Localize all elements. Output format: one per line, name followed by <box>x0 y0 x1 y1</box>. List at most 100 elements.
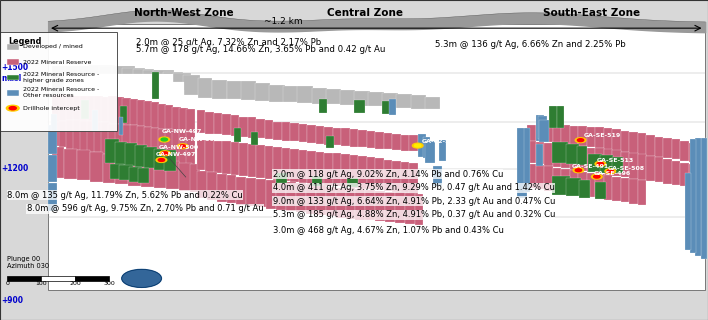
Bar <box>64 149 77 179</box>
Bar <box>122 98 131 125</box>
Circle shape <box>122 269 161 287</box>
Bar <box>283 86 299 102</box>
Bar <box>539 120 549 142</box>
Bar <box>59 121 67 147</box>
Bar <box>536 115 544 141</box>
Bar <box>186 109 195 132</box>
Bar <box>205 140 214 172</box>
Bar <box>536 165 544 189</box>
Text: 2022 Mineral Resource -
higher grade zones: 2022 Mineral Resource - higher grade zon… <box>23 72 99 83</box>
Bar <box>7 59 19 65</box>
Bar <box>595 182 606 199</box>
Bar <box>401 135 409 151</box>
Bar <box>561 125 570 144</box>
Bar <box>697 166 704 189</box>
Bar <box>423 137 430 158</box>
Bar <box>577 146 587 165</box>
Bar <box>415 194 423 225</box>
Bar <box>326 136 334 148</box>
Bar <box>604 149 612 175</box>
Bar <box>326 89 341 104</box>
Bar <box>544 143 553 166</box>
Bar <box>527 141 536 163</box>
Bar <box>239 117 248 137</box>
Text: 5.3m @ 185 g/t Ag, 4.88% Zn, 4.91% Pb, 0.37 g/t Au and 0.32% Cu: 5.3m @ 185 g/t Ag, 4.88% Zn, 4.91% Pb, 0… <box>273 210 555 219</box>
Bar <box>78 82 184 101</box>
Bar <box>561 169 570 193</box>
Text: 5.3m @ 136 g/t Ag, 6.66% Zn and 2.25% Pb: 5.3m @ 136 g/t Ag, 6.66% Zn and 2.25% Pb <box>435 40 626 49</box>
Bar <box>77 150 90 180</box>
Bar <box>73 120 81 150</box>
Bar <box>231 142 239 175</box>
Bar <box>552 176 570 195</box>
Bar <box>41 276 75 281</box>
Bar <box>570 146 578 170</box>
Bar <box>578 172 587 196</box>
FancyBboxPatch shape <box>0 32 117 131</box>
Bar <box>166 161 179 189</box>
Bar <box>319 99 327 113</box>
Bar <box>138 168 149 183</box>
Bar <box>326 187 336 216</box>
Bar <box>154 149 166 170</box>
Bar <box>384 160 392 191</box>
Bar <box>7 276 41 281</box>
Bar <box>90 152 103 182</box>
Bar <box>570 170 578 195</box>
Text: GA-NW-497: GA-NW-497 <box>156 152 196 157</box>
Bar <box>256 179 266 207</box>
Bar <box>689 143 697 162</box>
Bar <box>217 174 227 202</box>
Bar <box>273 147 282 180</box>
Bar <box>549 106 557 128</box>
Bar <box>621 152 629 177</box>
Bar <box>517 128 527 198</box>
Bar <box>48 183 57 211</box>
Bar <box>198 78 212 98</box>
Bar <box>172 107 181 130</box>
Bar <box>78 66 106 91</box>
Circle shape <box>575 138 586 142</box>
Bar <box>621 131 629 152</box>
Bar <box>241 81 256 100</box>
Bar <box>382 93 398 107</box>
Bar <box>621 178 629 202</box>
Bar <box>672 139 680 159</box>
Bar <box>663 138 672 158</box>
Bar <box>133 69 154 92</box>
Bar <box>52 66 88 96</box>
Bar <box>299 124 307 142</box>
Bar <box>579 180 590 198</box>
Circle shape <box>607 170 613 172</box>
Bar <box>282 122 290 141</box>
Bar <box>561 145 570 168</box>
Bar <box>368 92 384 106</box>
Bar <box>108 96 117 124</box>
Bar <box>256 119 265 138</box>
Circle shape <box>412 143 423 148</box>
Bar <box>600 155 613 173</box>
Bar <box>222 141 231 174</box>
Bar <box>553 125 561 143</box>
Bar <box>7 44 19 50</box>
Bar <box>212 80 227 99</box>
Text: 9.0m @ 133 g/t Ag, 6.64% Zn, 4.91% Pb, 2.33 g/t Au and 0.47% Cu: 9.0m @ 133 g/t Ag, 6.64% Zn, 4.91% Pb, 2… <box>273 197 555 206</box>
Circle shape <box>161 152 169 155</box>
Text: GA-SE-513: GA-SE-513 <box>597 158 634 163</box>
Bar <box>108 124 117 155</box>
Text: 5.7m @ 178 g/t Ag, 14.66% Zn, 3.65% Pb and 0.42 g/t Au: 5.7m @ 178 g/t Ag, 14.66% Zn, 3.65% Pb a… <box>136 45 385 54</box>
Bar <box>333 128 341 145</box>
Bar <box>663 159 672 184</box>
Bar <box>129 167 142 182</box>
Circle shape <box>605 169 615 173</box>
Circle shape <box>573 168 583 172</box>
Bar <box>256 145 265 178</box>
Bar <box>135 145 147 167</box>
Bar <box>646 156 655 181</box>
Bar <box>375 158 384 190</box>
Bar <box>307 151 316 184</box>
Bar <box>276 181 286 210</box>
Text: 0: 0 <box>5 282 9 286</box>
Bar <box>141 158 154 187</box>
Circle shape <box>156 157 167 163</box>
